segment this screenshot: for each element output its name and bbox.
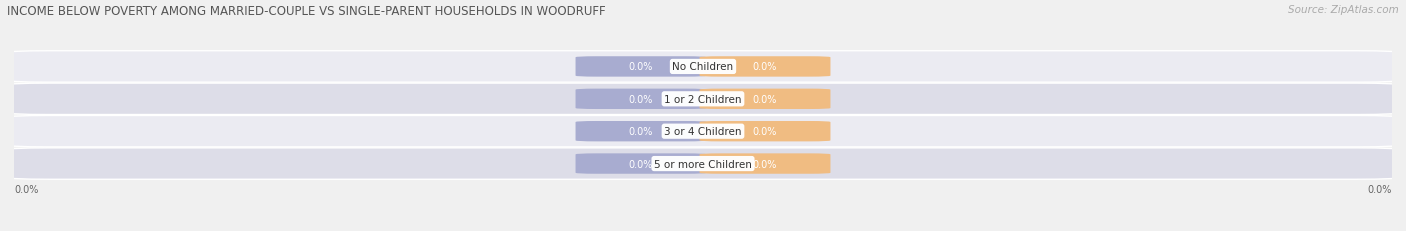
Text: 0.0%: 0.0% xyxy=(752,127,778,137)
Text: 0.0%: 0.0% xyxy=(14,184,38,194)
Text: 0.0%: 0.0% xyxy=(628,127,654,137)
FancyBboxPatch shape xyxy=(575,89,706,109)
Text: 0.0%: 0.0% xyxy=(752,94,778,104)
FancyBboxPatch shape xyxy=(7,116,1399,147)
FancyBboxPatch shape xyxy=(575,57,706,77)
Text: 0.0%: 0.0% xyxy=(1368,184,1392,194)
Text: 0.0%: 0.0% xyxy=(628,94,654,104)
Text: 5 or more Children: 5 or more Children xyxy=(654,159,752,169)
Text: Source: ZipAtlas.com: Source: ZipAtlas.com xyxy=(1288,5,1399,15)
Text: 1 or 2 Children: 1 or 2 Children xyxy=(664,94,742,104)
FancyBboxPatch shape xyxy=(700,154,831,174)
FancyBboxPatch shape xyxy=(575,122,706,142)
Text: 0.0%: 0.0% xyxy=(628,62,654,72)
FancyBboxPatch shape xyxy=(700,57,831,77)
Text: 3 or 4 Children: 3 or 4 Children xyxy=(664,127,742,137)
Text: 0.0%: 0.0% xyxy=(752,62,778,72)
FancyBboxPatch shape xyxy=(7,148,1399,179)
FancyBboxPatch shape xyxy=(7,52,1399,83)
FancyBboxPatch shape xyxy=(700,89,831,109)
FancyBboxPatch shape xyxy=(575,154,706,174)
FancyBboxPatch shape xyxy=(700,122,831,142)
Text: 0.0%: 0.0% xyxy=(628,159,654,169)
Text: INCOME BELOW POVERTY AMONG MARRIED-COUPLE VS SINGLE-PARENT HOUSEHOLDS IN WOODRUF: INCOME BELOW POVERTY AMONG MARRIED-COUPL… xyxy=(7,5,606,18)
Text: 0.0%: 0.0% xyxy=(752,159,778,169)
Text: No Children: No Children xyxy=(672,62,734,72)
FancyBboxPatch shape xyxy=(7,84,1399,115)
